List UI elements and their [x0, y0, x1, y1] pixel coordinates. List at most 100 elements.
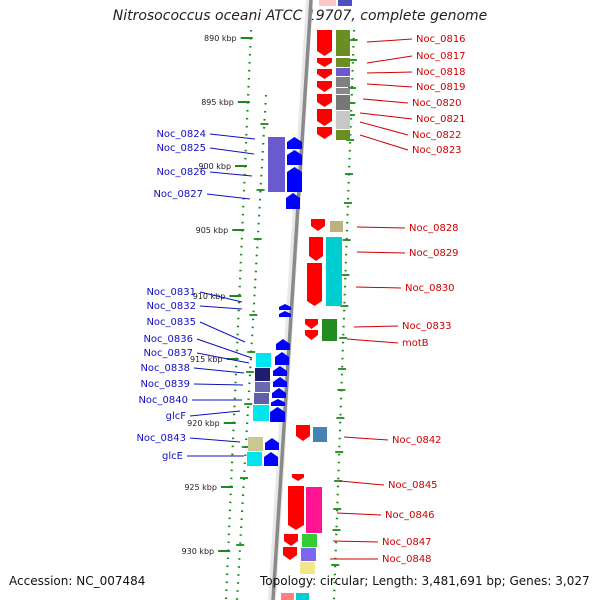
label-leader-line	[366, 83, 413, 88]
label-leader-line	[346, 338, 399, 344]
accession-text: Accession: NC_007484	[9, 574, 146, 588]
gene-label: Noc_0825	[156, 143, 206, 154]
gene-label: Noc_0848	[382, 554, 432, 565]
cog-color-box	[336, 58, 350, 67]
cog-color-box	[256, 353, 271, 367]
reverse-gene-arrow	[287, 137, 302, 149]
forward-gene-arrow	[296, 425, 310, 441]
forward-gene-arrow	[284, 534, 298, 546]
label-leader-line	[362, 98, 409, 104]
cog-color-box	[302, 534, 317, 547]
label-leader-line	[343, 436, 389, 441]
gene-label: Noc_0842	[392, 435, 442, 446]
forward-gene-arrow	[317, 69, 332, 79]
label-leader-line	[366, 55, 413, 64]
gene-label: Noc_0839	[140, 379, 190, 390]
forward-gene-arrow	[317, 30, 332, 56]
cog-color-box	[336, 30, 350, 56]
forward-gene-arrow	[311, 219, 325, 231]
cog-color-box	[300, 562, 315, 574]
cog-color-box	[281, 593, 294, 600]
cog-color-box	[336, 111, 350, 129]
cog-color-box	[253, 405, 269, 421]
label-leader-line	[199, 291, 243, 303]
cog-color-box	[330, 221, 343, 232]
gene-label: Noc_0822	[412, 130, 462, 141]
gene-label: Noc_0832	[146, 301, 196, 312]
scale-label: 905 kbp	[196, 226, 229, 235]
gene-label: Noc_0818	[416, 67, 466, 78]
label-leader-line	[366, 38, 413, 43]
scale-label: 930 kbp	[182, 547, 215, 556]
cog-color-box	[336, 68, 350, 76]
forward-gene-arrow	[288, 486, 304, 530]
label-leader-line	[359, 112, 413, 120]
forward-gene-arrow	[307, 263, 322, 306]
gene-label: Noc_0833	[402, 321, 452, 332]
scale-dotted-track	[224, 29, 253, 600]
cog-color-box	[336, 88, 350, 94]
gene-label: Noc_0840	[138, 395, 188, 406]
gene-label: Noc_0843	[136, 433, 186, 444]
forward-gene-arrow	[317, 81, 332, 92]
scale-label: 925 kbp	[184, 483, 217, 492]
scale-label: 895 kbp	[201, 98, 234, 107]
label-leader-line	[193, 367, 245, 374]
label-leader-line	[366, 71, 413, 74]
reverse-gene-arrow	[270, 407, 285, 422]
gene-label: Noc_0835	[146, 317, 196, 328]
gene-label: Noc_0830	[405, 283, 455, 294]
label-leader-line	[209, 133, 256, 140]
cog-color-box	[336, 77, 350, 87]
cog-color-box	[313, 427, 327, 442]
cog-color-box	[338, 0, 352, 6]
label-leader-line	[359, 121, 409, 136]
gene-label: Noc_0846	[385, 510, 435, 521]
cog-color-box	[255, 368, 270, 381]
scale-label: 900 kbp	[198, 162, 231, 171]
reverse-gene-arrow	[287, 150, 302, 165]
genome-backbone	[271, 0, 313, 600]
label-leader-line	[189, 410, 241, 417]
gene-label: Noc_0817	[416, 51, 466, 62]
reverse-gene-arrow	[273, 377, 287, 387]
reverse-gene-arrow	[273, 366, 287, 376]
cog-color-box	[326, 237, 342, 306]
reverse-gene-arrow	[275, 352, 289, 365]
forward-gene-arrow	[305, 330, 318, 340]
gene-label: Noc_0823	[412, 145, 462, 156]
gene-label: Noc_0838	[140, 363, 190, 374]
forward-gene-arrow	[283, 547, 297, 560]
label-leader-line	[355, 286, 402, 289]
cog-color-box	[336, 130, 350, 140]
scale-label: 910 kbp	[193, 292, 226, 301]
reverse-dotted-track	[235, 94, 268, 600]
label-leader-line	[206, 193, 251, 200]
gene-label: motB	[402, 338, 429, 349]
label-leader-line	[336, 512, 382, 516]
scale-label: 890 kbp	[204, 34, 237, 43]
reverse-gene-arrow	[272, 388, 286, 398]
forward-gene-arrow	[317, 94, 332, 107]
reverse-gene-arrow	[271, 399, 285, 406]
forward-gene-arrow	[292, 474, 304, 481]
reverse-gene-arrow	[279, 304, 291, 310]
label-leader-line	[332, 540, 379, 543]
gene-label: Noc_0820	[412, 98, 462, 109]
forward-gene-arrow	[317, 127, 332, 139]
gene-label: glcF	[166, 411, 187, 422]
gene-label: Noc_0828	[409, 223, 459, 234]
label-leader-line	[196, 352, 250, 364]
scale-label: 920 kbp	[187, 419, 220, 428]
cog-color-box	[336, 95, 350, 110]
forward-gene-arrow	[309, 237, 323, 261]
gene-label: Noc_0845	[388, 480, 438, 491]
gene-label: Noc_0826	[156, 167, 206, 178]
label-leader-line	[196, 338, 253, 359]
cog-color-box	[254, 393, 269, 404]
cog-color-box	[247, 452, 262, 466]
cog-color-box	[306, 487, 322, 533]
topology-text: Topology: circular; Length: 3,481,691 bp…	[260, 574, 590, 588]
gene-label: Noc_0827	[153, 189, 203, 200]
cog-color-box	[322, 319, 337, 341]
